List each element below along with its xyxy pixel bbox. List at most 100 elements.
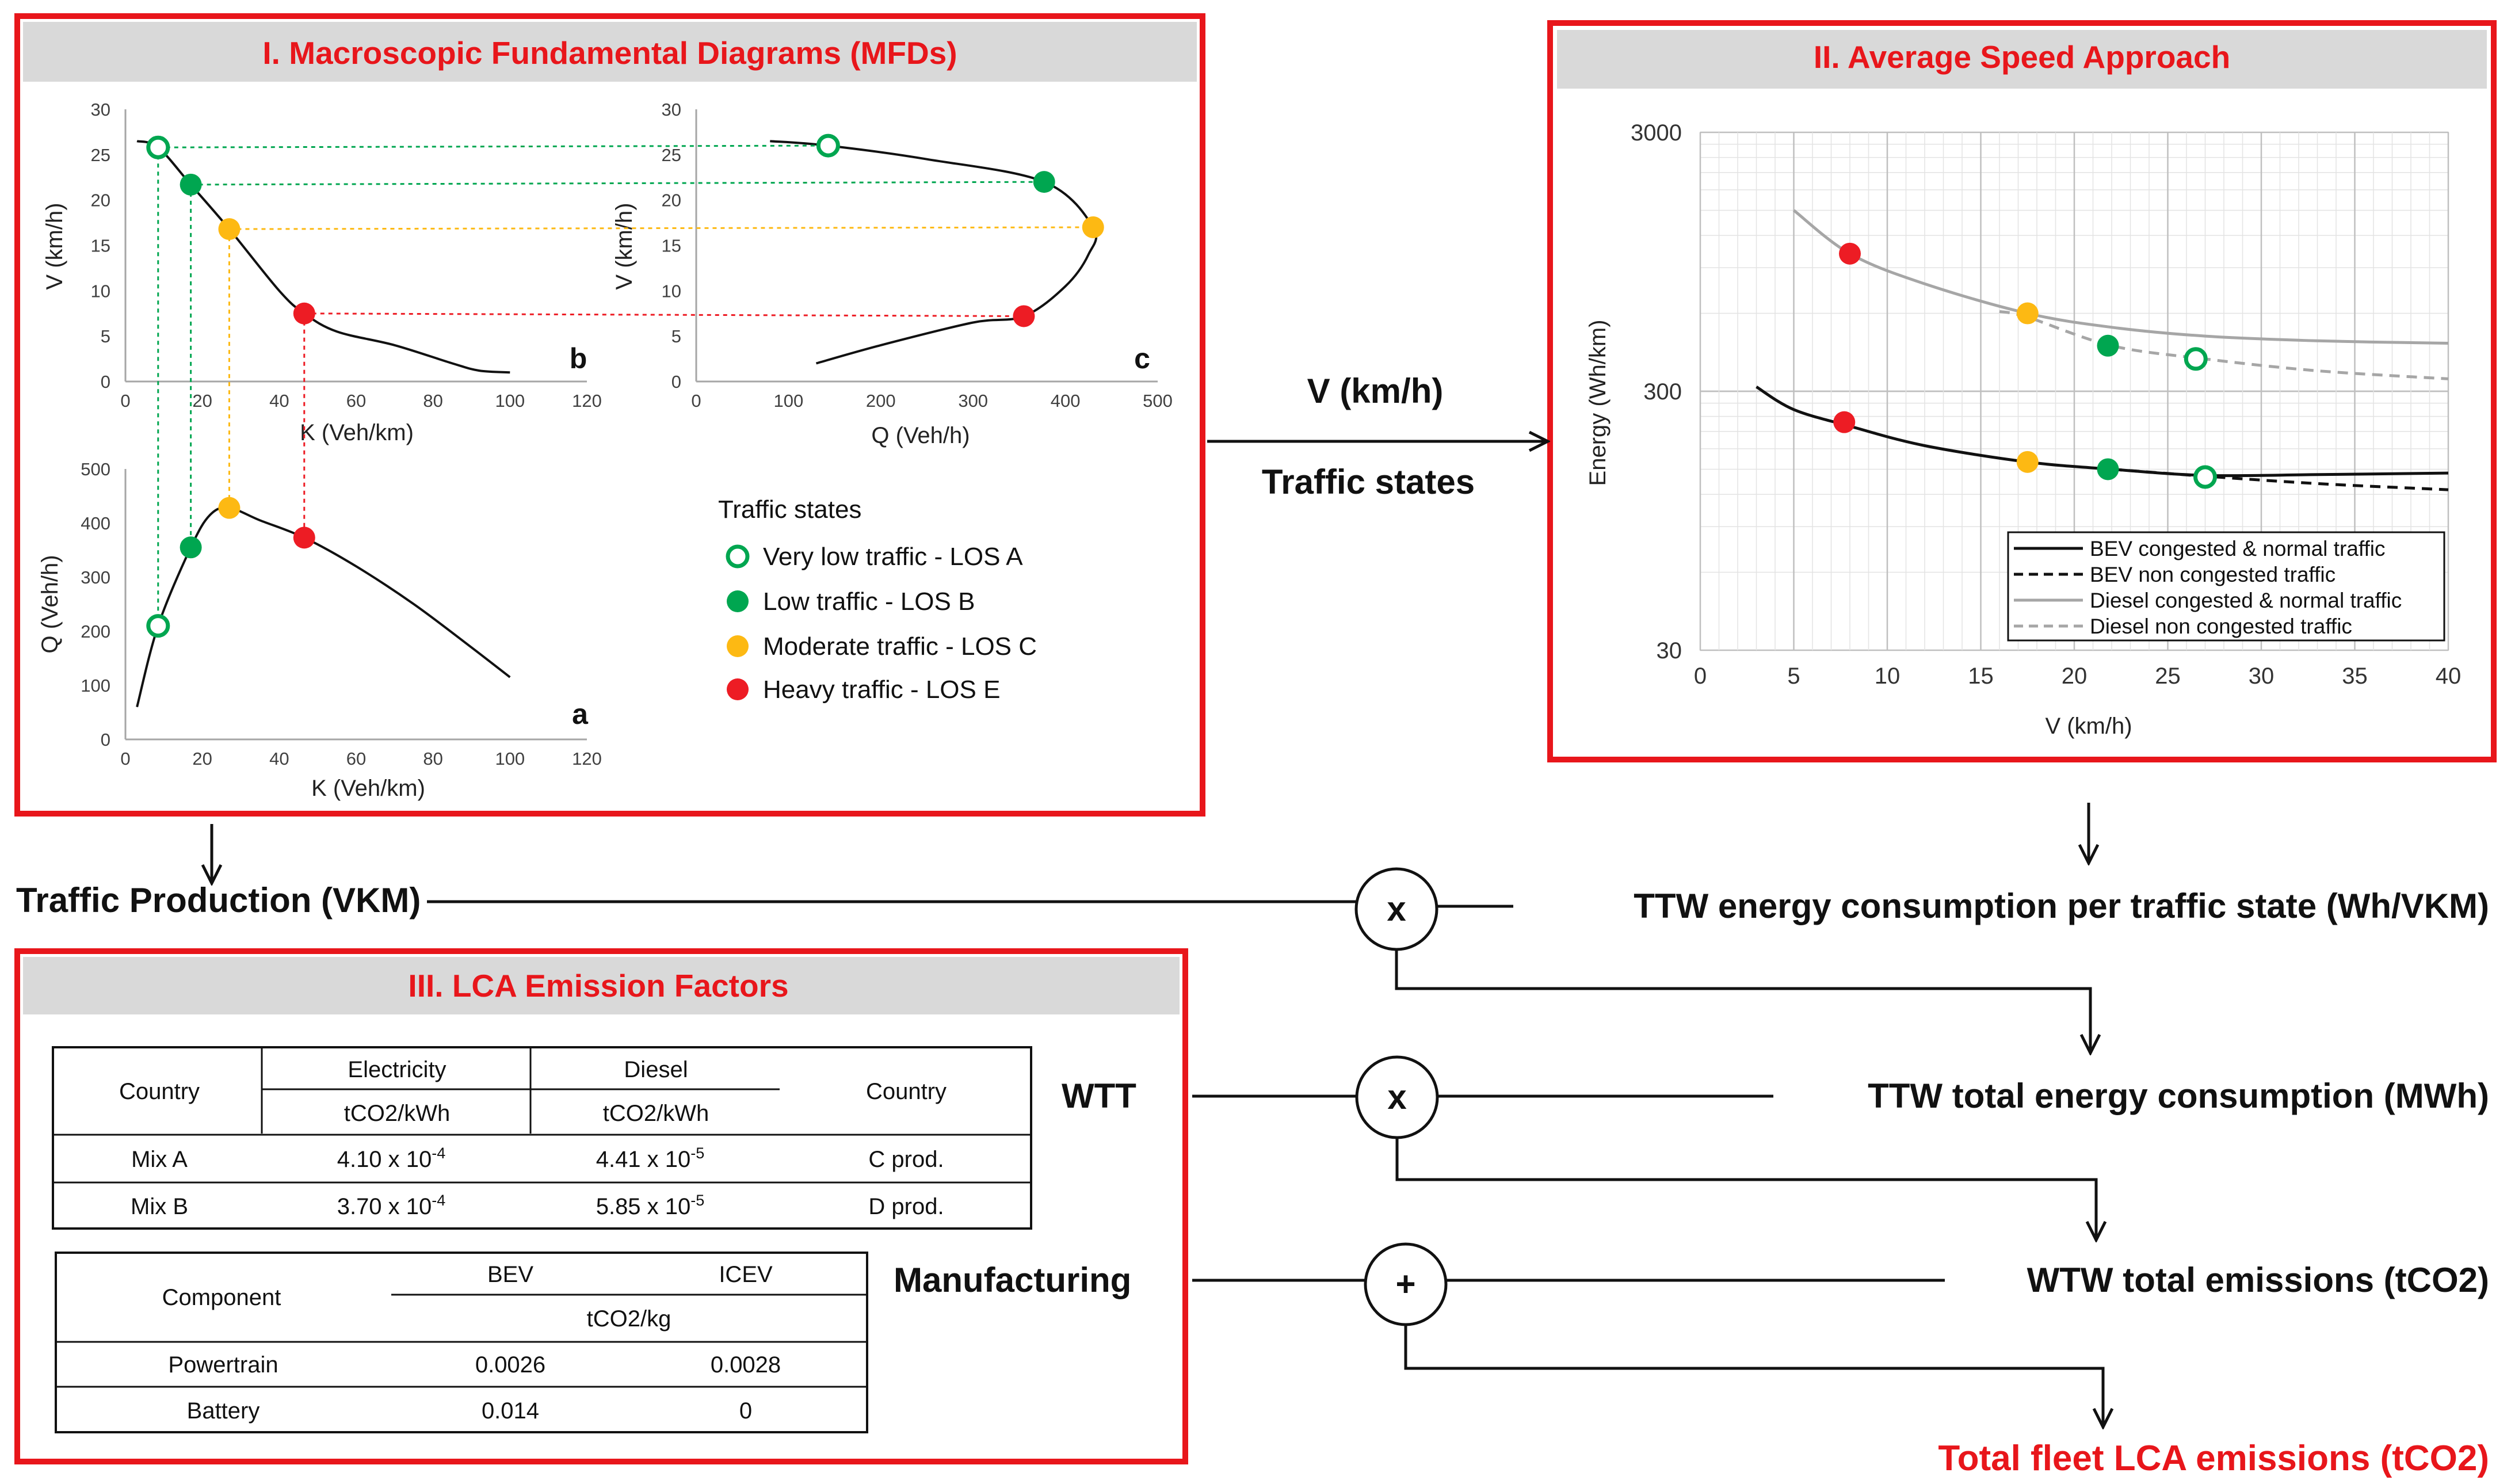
multiply-sign-2: x bbox=[1387, 1078, 1406, 1116]
chart-a-x-tick: 100 bbox=[495, 749, 525, 769]
lca-emission-factors-panel: III. LCA Emission Factors Country Electr… bbox=[14, 948, 1188, 1464]
chart-b-x-tick: 0 bbox=[120, 391, 130, 411]
product-2-arrow bbox=[1395, 1138, 2096, 1240]
chart-c-y-tick: 30 bbox=[662, 100, 681, 120]
wtt-electricity-header: Electricity bbox=[348, 1057, 446, 1082]
legend-diesel-noncongested-label: Diesel non congested traffic bbox=[2090, 615, 2352, 638]
chart-c-x-label: Q (Veh/h) bbox=[871, 423, 970, 448]
energy-x-tick: 0 bbox=[1694, 663, 1707, 689]
chart-a-y-tick: 100 bbox=[81, 676, 110, 696]
energy-x-label: V (km/h) bbox=[2045, 714, 2132, 739]
chart-b-x-tick: 20 bbox=[192, 391, 212, 411]
mfd-panel-header bbox=[23, 22, 1197, 82]
manufacturing-label: Manufacturing bbox=[894, 1261, 1131, 1299]
chart-b-y-tick: 15 bbox=[91, 236, 110, 256]
wtt-row-1-electricity: 4.10 x 10-4 bbox=[337, 1145, 446, 1172]
mfd-to-speed-connector: V (km/h) Traffic states bbox=[1207, 372, 1548, 501]
mfd-panel: I. Macroscopic Fundamental Diagrams (MFD… bbox=[14, 13, 1205, 817]
traffic-states-legend: Traffic states Very low traffic - LOS A … bbox=[718, 495, 1037, 704]
chart-c-x-tick: 0 bbox=[691, 391, 701, 411]
wtt-country2-header: Country bbox=[866, 1079, 947, 1104]
legend-label-los-e: Heavy traffic - LOS E bbox=[763, 676, 1000, 704]
energy-grid bbox=[1699, 131, 2449, 651]
chart-a-point-los-e bbox=[293, 527, 315, 549]
wtw-total-label: WTW total emissions (tCO2) bbox=[2027, 1261, 2489, 1299]
calculation-flow: Traffic Production (VKM) x TTW energy co… bbox=[16, 803, 2489, 1478]
chart-c-y-tick: 0 bbox=[671, 372, 681, 392]
total-lca-label: Total fleet LCA emissions (tCO2) bbox=[1938, 1439, 2489, 1478]
chart-a-letter: a bbox=[572, 698, 589, 730]
chart-b-x-tick: 100 bbox=[495, 391, 525, 411]
chart-a-x-label: K (Veh/km) bbox=[311, 776, 425, 801]
energy-point-los-e bbox=[1839, 242, 1861, 265]
chart-c-curve bbox=[770, 140, 1098, 365]
lca-panel-header bbox=[23, 957, 1180, 1014]
chart-a-x-tick: 120 bbox=[572, 749, 602, 769]
chart-c-x-tick: 200 bbox=[866, 391, 896, 411]
chart-a-y-tick: 200 bbox=[81, 621, 110, 642]
wtt-table-border bbox=[52, 1046, 1032, 1230]
chart-b-x-tick: 80 bbox=[423, 391, 442, 411]
chart-c-y-tick: 10 bbox=[662, 281, 681, 301]
chart-b-x-label: K (Veh/km) bbox=[300, 420, 414, 445]
wtt-row-1-diesel: 4.41 x 10-5 bbox=[596, 1145, 705, 1172]
traffic-production-label: Traffic Production (VKM) bbox=[16, 881, 421, 920]
mfg-icev-header: ICEV bbox=[719, 1262, 773, 1287]
energy-point-los-a bbox=[2184, 347, 2208, 371]
legend-red-circle-icon bbox=[727, 678, 749, 700]
chart-b-point-los-c bbox=[218, 218, 241, 241]
sum-arrow bbox=[1404, 1325, 2103, 1427]
chart-b-y-label: V (km/h) bbox=[42, 203, 67, 289]
energy-x-tick: 5 bbox=[1787, 663, 1800, 689]
chart-a-x-tick: 40 bbox=[269, 749, 289, 769]
chart-b-y-tick: 20 bbox=[91, 190, 110, 211]
manufacturing-table: Component BEV ICEV tCO2/kg Powertrain 0.… bbox=[55, 1252, 868, 1433]
legend-title: Traffic states bbox=[718, 495, 861, 524]
average-speed-panel: II. Average Speed Approach 0 5 10 15 20 25 30 3… bbox=[1547, 20, 2497, 762]
chart-c-x-tick: 100 bbox=[774, 391, 804, 411]
multiply-sign-1: x bbox=[1387, 890, 1406, 928]
chart-a-y-tick: 500 bbox=[81, 459, 110, 479]
wtt-label: WTT bbox=[1062, 1077, 1136, 1115]
guide-line-horizontal bbox=[304, 312, 1024, 317]
chart-a-point-los-b bbox=[180, 536, 202, 559]
legend-diesel-congested-label: Diesel congested & normal traffic bbox=[2090, 589, 2402, 612]
legend-green-circle-icon bbox=[727, 590, 749, 612]
mfg-bev-header: BEV bbox=[487, 1262, 533, 1287]
mfg-row-2-icev: 0 bbox=[739, 1398, 752, 1424]
mfd-guide-lines bbox=[157, 144, 1093, 626]
chart-b-x-tick: 60 bbox=[346, 391, 366, 411]
chart-c-point-los-b bbox=[1033, 171, 1055, 193]
mfg-row-2-component: Battery bbox=[187, 1398, 260, 1424]
chart-c-y-tick: 20 bbox=[662, 190, 681, 211]
wtt-row-1-mix: Mix A bbox=[131, 1147, 188, 1172]
legend-label-los-b: Low traffic - LOS B bbox=[763, 588, 975, 616]
wtt-diesel-unit: tCO2/kWh bbox=[603, 1101, 709, 1126]
legend-bev-congested-label: BEV congested & normal traffic bbox=[2090, 537, 2385, 560]
wtt-diesel-header: Diesel bbox=[624, 1057, 688, 1082]
wtt-row-2-diesel: 5.85 x 10-5 bbox=[596, 1192, 705, 1219]
chart-a-x-tick: 0 bbox=[120, 749, 130, 769]
energy-point-los-e bbox=[1833, 411, 1856, 433]
chart-a-x-tick: 20 bbox=[192, 749, 212, 769]
chart-a-x-tick: 60 bbox=[346, 749, 366, 769]
ttw-per-state-label: TTW energy consumption per traffic state… bbox=[1634, 887, 2489, 925]
chart-a-curve bbox=[136, 506, 511, 708]
chart-b-x-tick: 120 bbox=[572, 391, 602, 411]
energy-point-los-b bbox=[2097, 334, 2119, 357]
mfg-row-1-icev: 0.0028 bbox=[711, 1352, 781, 1378]
energy-point-los-a bbox=[2193, 465, 2217, 489]
chart-b-y-tick: 30 bbox=[91, 100, 110, 120]
energy-points bbox=[1833, 242, 2217, 489]
legend-label-los-c: Moderate traffic - LOS C bbox=[763, 632, 1037, 661]
wtt-row-2-country: D prod. bbox=[868, 1194, 944, 1219]
chart-b-letter: b bbox=[570, 342, 587, 375]
chart-c-y-label: V (km/h) bbox=[612, 203, 637, 289]
energy-y-tick: 3000 bbox=[1631, 120, 1682, 146]
energy-x-tick: 25 bbox=[2155, 663, 2181, 689]
average-speed-panel-title: II. Average Speed Approach bbox=[1814, 39, 2230, 75]
ttw-total-label: TTW total energy consumption (MWh) bbox=[1868, 1077, 2489, 1115]
chart-c-x-tick: 300 bbox=[958, 391, 988, 411]
energy-y-tick: 30 bbox=[1657, 638, 1682, 663]
energy-series-line bbox=[1792, 209, 2449, 345]
